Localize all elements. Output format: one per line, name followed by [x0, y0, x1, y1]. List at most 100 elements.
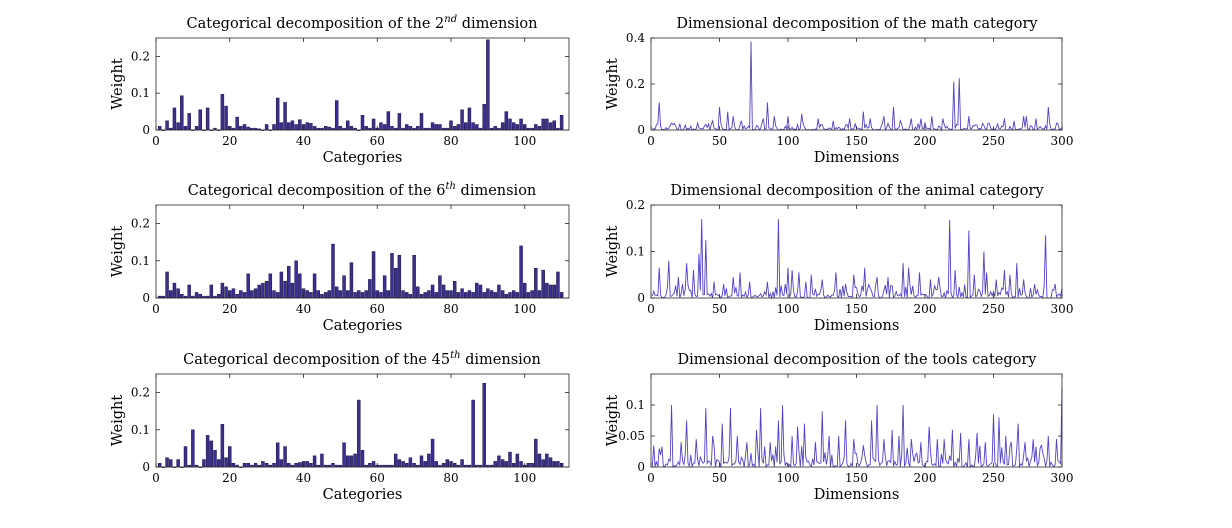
- axes-frame: [155, 373, 570, 468]
- y-axis-label: Weight: [605, 58, 621, 110]
- bar: [165, 457, 169, 468]
- bar: [253, 288, 258, 299]
- bar: [493, 126, 497, 131]
- bar: [471, 122, 475, 131]
- bar: [327, 126, 332, 131]
- y-tick-label: 0.4: [626, 31, 645, 45]
- bar: [408, 294, 413, 299]
- bar: [169, 290, 173, 299]
- bar: [279, 122, 284, 131]
- y-tick-label: 0: [142, 291, 150, 305]
- bar: [360, 115, 365, 131]
- x-tick-label: 300: [1051, 134, 1074, 148]
- bar: [434, 124, 438, 131]
- bar: [548, 457, 553, 468]
- bar: [275, 292, 280, 299]
- axes-frame: [155, 37, 570, 131]
- bar: [504, 294, 509, 299]
- panel-dim-math: Dimensional decomposition of the math ca…: [605, 16, 1073, 166]
- bar: [405, 292, 409, 299]
- bar: [216, 459, 221, 468]
- bar: [486, 288, 490, 299]
- bar: [475, 124, 479, 131]
- bar: [294, 260, 298, 299]
- bar: [309, 292, 313, 299]
- bar: [323, 126, 328, 131]
- bar: [504, 111, 509, 131]
- bar: [434, 292, 438, 299]
- bar: [430, 284, 435, 299]
- bar: [368, 279, 372, 299]
- bar: [405, 124, 409, 131]
- x-tick-label: 250: [982, 134, 1005, 148]
- bar: [515, 292, 520, 299]
- bar: [504, 461, 509, 468]
- y-axis-label: Weight: [605, 395, 621, 447]
- x-tick-label: 200: [914, 302, 937, 316]
- x-tick-label: 0: [647, 471, 655, 485]
- bar: [548, 284, 553, 299]
- bar: [526, 463, 531, 468]
- bar: [456, 292, 461, 299]
- bar: [360, 450, 365, 468]
- bar: [264, 124, 269, 131]
- bar: [242, 463, 247, 468]
- bar: [438, 124, 442, 131]
- x-tick-label: 200: [914, 134, 937, 148]
- bar: [371, 461, 376, 468]
- bar: [346, 290, 350, 299]
- x-tick-label: 0: [152, 471, 160, 485]
- bar: [482, 292, 486, 299]
- x-tick-label: 20: [222, 471, 237, 485]
- bar: [467, 290, 472, 299]
- bar: [500, 459, 505, 468]
- bar: [202, 459, 206, 468]
- bar: [213, 450, 217, 468]
- bar: [445, 459, 450, 468]
- series-line: [651, 387, 1063, 469]
- bar: [460, 288, 464, 299]
- bar: [305, 461, 309, 468]
- x-tick-label: 60: [370, 471, 385, 485]
- bar: [294, 463, 298, 468]
- axes-frame: [155, 204, 570, 299]
- x-tick-label: 80: [443, 302, 458, 316]
- bar: [430, 122, 435, 131]
- x-axis-label: Categories: [323, 487, 403, 503]
- bar: [246, 126, 250, 131]
- bar: [423, 292, 427, 299]
- bar: [257, 284, 261, 299]
- bar: [224, 457, 228, 468]
- bar: [552, 284, 556, 299]
- bar: [537, 453, 542, 468]
- bar: [556, 271, 560, 299]
- bar: [434, 461, 438, 468]
- bar: [183, 126, 188, 131]
- x-tick-label: 50: [712, 471, 727, 485]
- bar: [283, 281, 287, 299]
- x-tick-label: 100: [513, 471, 536, 485]
- bar: [500, 122, 505, 131]
- bar: [176, 288, 180, 299]
- bar: [349, 262, 354, 299]
- bar: [382, 124, 387, 131]
- bar: [353, 292, 357, 299]
- bar: [264, 281, 269, 299]
- x-tick-label: 100: [513, 302, 536, 316]
- bar: [511, 122, 516, 131]
- bar: [349, 455, 354, 468]
- bar: [275, 97, 280, 131]
- bar: [559, 463, 564, 468]
- bar: [275, 442, 280, 468]
- bar: [397, 113, 402, 131]
- bar: [224, 286, 228, 299]
- bar: [482, 383, 486, 468]
- y-axis-label: Weight: [605, 226, 621, 278]
- bar: [261, 282, 265, 299]
- bar: [353, 453, 357, 468]
- bar: [357, 399, 361, 468]
- y-tick-label: 0.1: [626, 398, 645, 412]
- x-tick-label: 300: [1051, 302, 1074, 316]
- bar: [464, 122, 468, 131]
